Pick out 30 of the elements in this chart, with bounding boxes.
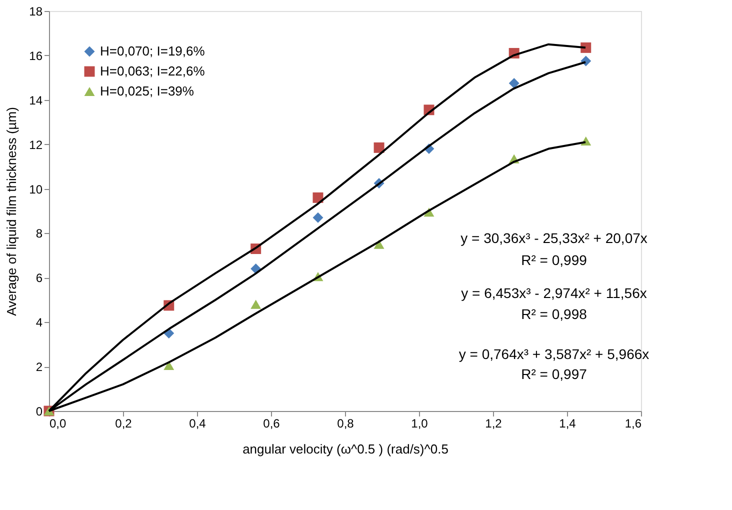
y-tick-label: 0 [36,404,43,418]
y-tick-label: 18 [29,4,43,18]
y-axis-title: Average of liquid film thickness (µm) [4,107,20,316]
legend-label: H=0,070; I=19,6% [100,44,206,58]
y-tick-label: 14 [29,93,43,108]
y-tick-label: 6 [36,271,43,286]
x-axis-title: angular velocity (ω^0.5 ) (rad/s)^0.5 [242,442,448,456]
annotation: R² = 0,998 [521,306,588,322]
annotation: y = 30,36x³ - 25,33x² + 20,07x [460,230,648,246]
x-tick-label: 1,2 [485,416,502,430]
x-tick-label: 0,2 [115,416,132,430]
x-tick-label: 1,6 [624,416,642,430]
legend-label: H=0,063; I=22,6% [100,64,206,78]
y-tick-label: 16 [29,48,43,63]
y-tick-label: 12 [29,138,43,152]
annotation: R² = 0,999 [521,252,588,268]
annotation: y = 6,453x³ - 2,974x² + 11,56x [461,285,647,301]
annotation: R² = 0,997 [521,366,588,382]
y-tick-label: 2 [36,360,43,374]
x-tick-label: 0,8 [337,416,354,430]
x-tick-label: 0,4 [189,416,206,430]
y-tick-label: 10 [29,182,43,196]
y-tick-label: 4 [36,316,43,330]
x-tick-label: 1,4 [559,416,576,430]
x-tick-label: 0,0 [50,416,67,430]
x-tick-label: 1,0 [411,416,428,430]
y-tick-label: 8 [36,226,43,241]
legend-label: H=0,025; I=39% [100,84,194,98]
annotation: y = 0,764x³ + 3,587x² + 5,966x [458,346,650,362]
x-tick-label: 0,6 [263,416,280,430]
